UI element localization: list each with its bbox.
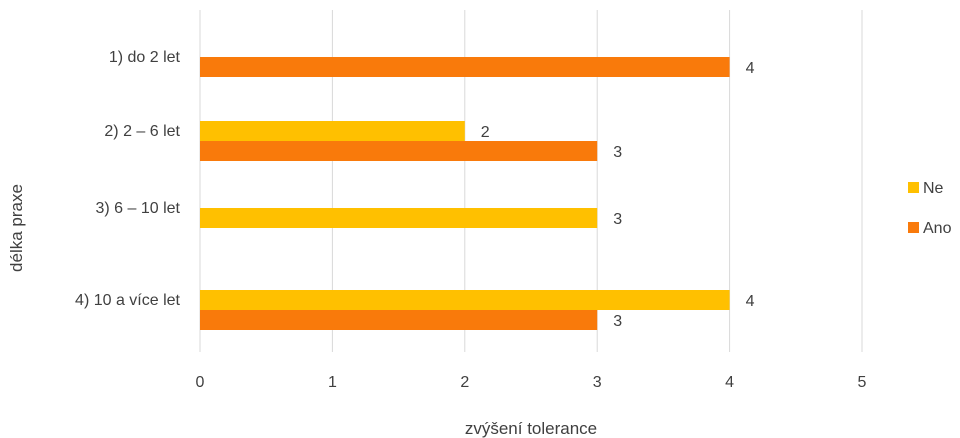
x-tick-label: 3 — [593, 374, 602, 391]
bar-ne — [200, 290, 730, 310]
x-tick-label: 2 — [460, 374, 469, 391]
data-label: 2 — [481, 124, 490, 141]
y-axis-title: délka praxe — [7, 184, 26, 272]
x-axis-title: zvýšení tolerance — [465, 419, 597, 438]
bar-ano — [200, 141, 598, 161]
x-tick-label: 0 — [196, 374, 205, 391]
category-label: 1) do 2 let — [109, 49, 181, 66]
bar-ano — [200, 57, 730, 77]
x-tick-label: 4 — [725, 374, 734, 391]
data-labels: 2 3 4 4 3 3 — [481, 60, 755, 330]
legend-label: Ne — [923, 180, 944, 197]
category-label: 4) 10 a více let — [75, 292, 181, 309]
data-label: 3 — [613, 211, 622, 228]
category-label: 3) 6 – 10 let — [96, 200, 181, 217]
legend: Ne Ano — [908, 180, 952, 237]
bar-ne — [200, 121, 465, 141]
bars — [200, 57, 730, 330]
legend-swatch-ne — [908, 182, 919, 193]
legend-swatch-ano — [908, 222, 919, 233]
data-label: 4 — [746, 60, 755, 77]
category-label: 2) 2 – 6 let — [104, 123, 180, 140]
data-label: 3 — [613, 313, 622, 330]
data-label: 4 — [746, 293, 755, 310]
x-tick-label: 1 — [328, 374, 337, 391]
x-tick-labels: 0 1 2 3 4 5 — [196, 374, 867, 391]
legend-label: Ano — [923, 220, 952, 237]
data-label: 3 — [613, 144, 622, 161]
category-labels: 1) do 2 let 2) 2 – 6 let 3) 6 – 10 let 4) 1… — [75, 49, 181, 309]
bar-ano — [200, 310, 598, 330]
x-tick-label: 5 — [858, 374, 867, 391]
bar-ne — [200, 208, 598, 228]
